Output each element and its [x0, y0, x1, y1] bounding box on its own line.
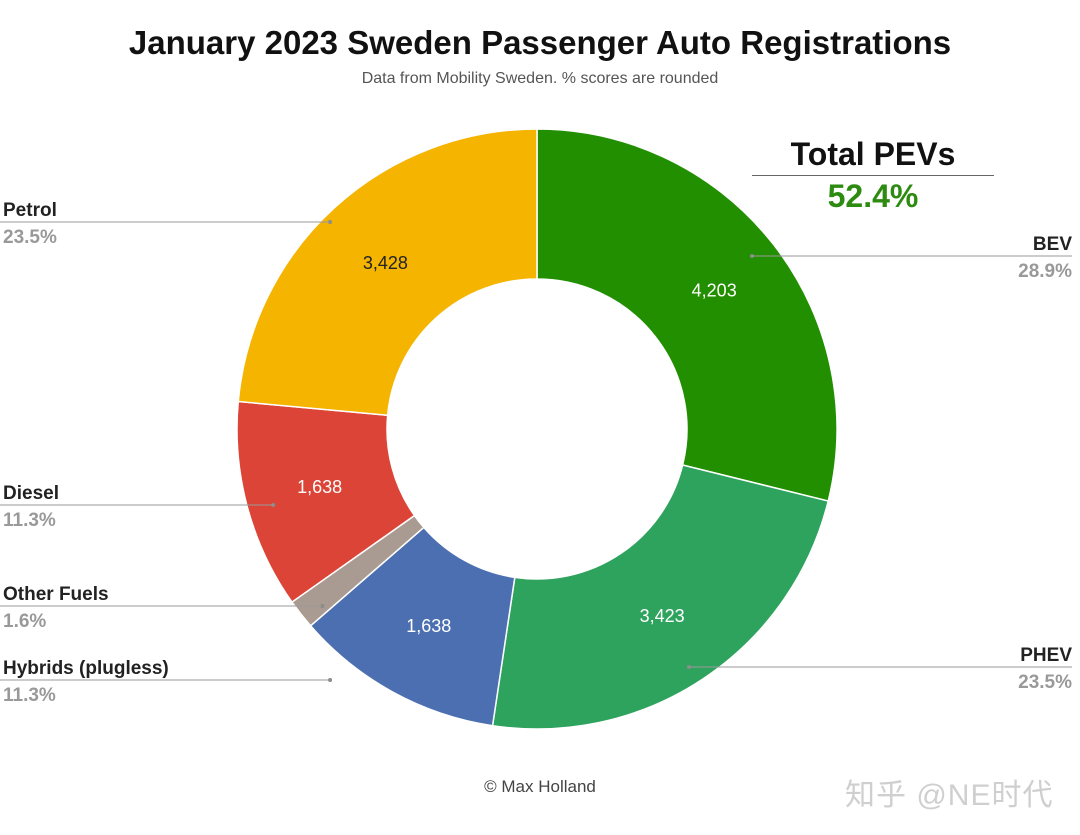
label-bev: BEV [1033, 234, 1072, 255]
label-hybrids-plugless: Hybrids (plugless) [3, 658, 169, 679]
total-pevs-box: Total PEVs 52.4% [752, 136, 994, 215]
slice-value-bev: 4,203 [692, 280, 737, 300]
slice-bev [536, 128, 838, 502]
slice-value-phev: 3,423 [640, 606, 685, 626]
label-petrol: Petrol [3, 200, 57, 221]
percent-phev: 23.5% [1018, 672, 1072, 693]
credit-text: © Max Holland [484, 777, 596, 796]
slice-value-petrol: 3,428 [363, 253, 408, 273]
percent-petrol: 23.5% [3, 227, 57, 248]
label-phev: PHEV [1020, 645, 1072, 666]
chart-subtitle: Data from Mobility Sweden. % scores are … [361, 70, 719, 87]
label-other-fuels: Other Fuels [3, 584, 109, 605]
total-pevs-value: 52.4% [827, 178, 919, 214]
slice-petrol [237, 128, 538, 417]
slice-phev [491, 464, 830, 730]
label-diesel: Diesel [3, 483, 59, 504]
slice-value-hybrids-plugless: 1,638 [406, 616, 451, 636]
percent-other-fuels: 1.6% [3, 611, 46, 632]
total-pevs-label: Total PEVs [752, 136, 994, 176]
percent-diesel: 11.3% [3, 510, 56, 531]
slice-value-diesel: 1,638 [297, 477, 342, 497]
watermark-text: 知乎 @NE时代 [845, 779, 1054, 812]
chart-title: January 2023 Sweden Passenger Auto Regis… [128, 24, 952, 61]
percent-bev: 28.9% [1018, 261, 1072, 282]
percent-hybrids-plugless: 11.3% [3, 685, 56, 706]
